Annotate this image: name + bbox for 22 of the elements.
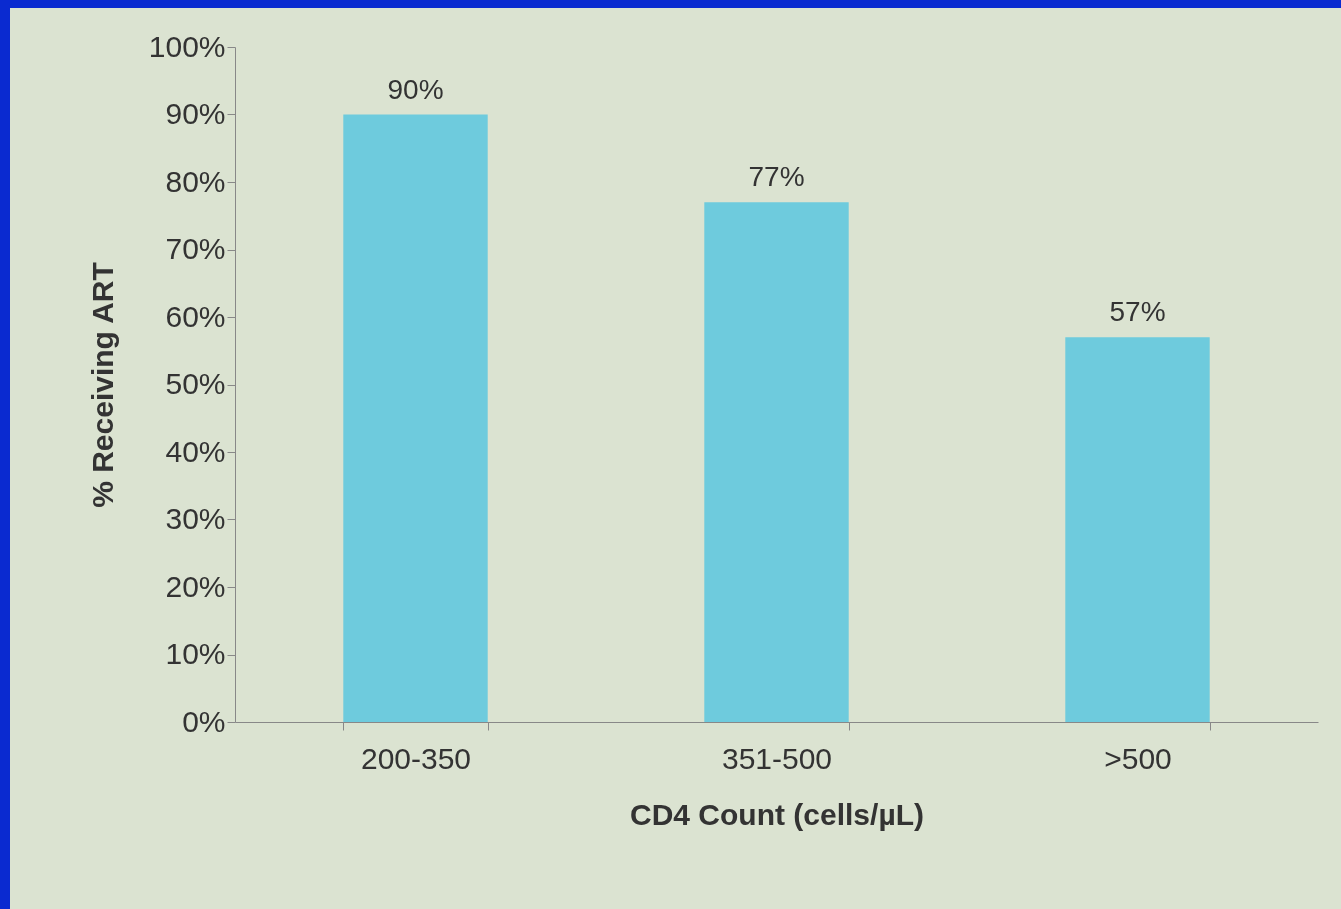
data-label: 90% [387,73,444,105]
x-tick-label: 200-350 [360,741,472,775]
y-axis-title: % Receiving ART [85,262,119,508]
x-tick-label: 351-500 [721,741,833,775]
y-tick-label: 30% [165,502,226,535]
bar [704,202,849,722]
x-axis-title: CD4 Count (cells/µL) [630,797,924,831]
y-tick-label: 0% [182,704,226,738]
bar [1065,337,1210,722]
data-label: 77% [748,161,805,193]
y-tick-label: 90% [165,97,226,130]
x-tick-label: >500 [1104,741,1172,775]
data-label: 57% [1109,296,1166,328]
y-tick-label: 10% [165,637,226,670]
y-tick-label: 60% [165,299,226,333]
y-tick-label: 80% [165,164,226,198]
y-tick-label: 70% [165,232,226,265]
y-tick-label: 20% [165,569,226,603]
bar [343,114,488,722]
y-tick-label: 100% [148,29,226,63]
y-tick-label: 50% [165,367,226,400]
y-tick-label: 40% [165,434,226,468]
